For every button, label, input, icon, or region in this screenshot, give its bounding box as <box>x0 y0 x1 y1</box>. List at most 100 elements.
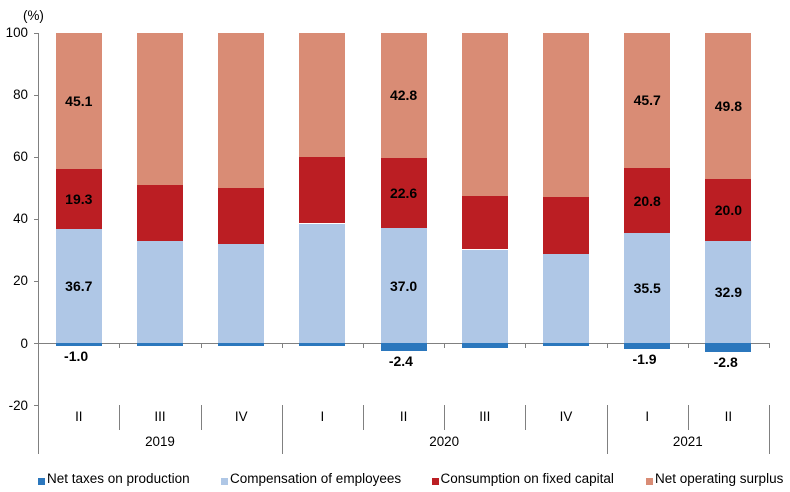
x-axis-category-tick <box>200 343 202 348</box>
value-label-operating-surplus: 45.1 <box>65 92 93 109</box>
bar-segment-fixed-capital <box>705 178 752 241</box>
bar-segment-compensation <box>137 240 183 343</box>
bar-segment-net-taxes <box>705 343 752 352</box>
y-axis-tick-label: 0 <box>20 335 28 351</box>
y-axis-tick <box>34 156 38 158</box>
bar-segment-operating-surplus <box>55 32 102 170</box>
bar-segment-operating-surplus <box>137 32 183 186</box>
y-axis-tick-label: 40 <box>13 211 28 227</box>
bar-segment-net-taxes <box>543 343 589 347</box>
bar-segment-operating-surplus <box>380 32 427 158</box>
bar-segment-compensation <box>55 229 102 343</box>
bar-segment-fixed-capital <box>543 197 589 254</box>
bar-segment-compensation <box>461 249 508 343</box>
value-label-compensation: 32.9 <box>714 283 743 300</box>
value-label-fixed-capital: 20.0 <box>714 201 743 218</box>
bar-segment-net-taxes <box>218 343 265 347</box>
y-axis-tick <box>34 280 38 282</box>
bar-segment-compensation <box>624 232 671 343</box>
x-axis-year-label: 2019 <box>145 433 175 449</box>
bar-segment-operating-surplus <box>624 32 671 169</box>
value-label-fixed-capital: 22.6 <box>389 185 418 201</box>
bar-segment-fixed-capital <box>461 196 508 250</box>
x-axis-quarter-separator <box>687 404 689 430</box>
x-axis-year-label: 2021 <box>672 433 703 449</box>
legend-swatch <box>221 478 228 485</box>
value-label-compensation: 36.7 <box>65 278 93 294</box>
x-axis-quarter-separator <box>119 404 121 430</box>
x-axis-quarter-label: I <box>320 409 325 425</box>
legend-label: Consumption on fixed capital <box>440 471 614 486</box>
bar-segment-compensation <box>218 244 265 343</box>
legend-label: Net operating surplus <box>655 471 784 486</box>
x-axis-year-label: 2020 <box>429 433 460 449</box>
y-axis-tick <box>34 32 38 34</box>
x-axis-category-tick <box>444 343 446 348</box>
x-axis-quarter-label: I <box>645 409 650 425</box>
value-label-operating-surplus: 45.7 <box>633 92 661 109</box>
x-axis-quarter-separator <box>363 404 364 430</box>
y-axis-unit-label: (%) <box>23 8 44 23</box>
x-axis-quarter-separator <box>444 404 446 430</box>
value-label-net-taxes: -1.0 <box>64 348 89 365</box>
value-label-compensation: 37.0 <box>389 277 418 294</box>
legend-swatch <box>646 478 653 485</box>
value-label-net-taxes: -2.4 <box>388 352 413 369</box>
bar-segment-compensation <box>380 228 427 343</box>
y-axis-tick-label: 80 <box>13 87 28 103</box>
y-axis-line <box>38 32 39 454</box>
bar-segment-fixed-capital <box>624 168 671 233</box>
bar-segment-operating-surplus <box>299 32 346 158</box>
x-axis-quarter-label: IV <box>559 409 573 425</box>
x-axis-category-tick <box>525 343 527 348</box>
value-label-operating-surplus: 42.8 <box>389 87 418 104</box>
x-axis-category-tick <box>687 343 689 348</box>
bar-segment-fixed-capital <box>55 169 102 229</box>
bar-segment-net-taxes <box>137 343 183 346</box>
x-axis-year-separator <box>768 404 770 454</box>
y-axis-tick-label: 100 <box>5 25 28 40</box>
bar-segment-net-taxes <box>624 343 671 349</box>
value-label-fixed-capital: 19.3 <box>65 191 93 208</box>
x-axis-category-tick <box>281 343 283 348</box>
bar-segment-operating-surplus <box>705 32 752 179</box>
y-axis-tick <box>34 343 38 344</box>
x-axis-quarter-label: II <box>724 409 733 425</box>
x-axis-quarter-separator <box>525 404 527 430</box>
value-label-net-taxes: -2.8 <box>713 353 738 370</box>
x-axis-quarter-label: IV <box>234 409 248 425</box>
bar-segment-fixed-capital <box>137 185 183 241</box>
y-axis-tick <box>34 405 38 407</box>
value-label-compensation: 35.5 <box>633 279 661 296</box>
bar-segment-fixed-capital <box>218 188 265 244</box>
y-axis-tick-label: -20 <box>8 397 28 413</box>
bar-segment-operating-surplus <box>461 32 508 197</box>
bar-segment-net-taxes <box>55 343 102 347</box>
bar-segment-fixed-capital <box>380 157 427 229</box>
bar-segment-operating-surplus <box>218 32 265 189</box>
y-axis-tick-label: 20 <box>13 273 28 289</box>
legend-label: Compensation of employees <box>230 471 402 486</box>
bar-segment-compensation <box>705 240 752 343</box>
legend-label: Net taxes on production <box>47 471 190 486</box>
bar-segment-net-taxes <box>299 343 346 347</box>
legend-swatch <box>431 478 439 485</box>
x-axis-quarter-separator <box>200 404 202 430</box>
x-axis-category-tick <box>769 343 770 348</box>
x-axis-year-separator <box>606 404 608 454</box>
x-axis-year-separator <box>281 404 283 454</box>
x-axis-quarter-label: III <box>154 409 166 425</box>
value-label-operating-surplus: 49.8 <box>714 97 743 114</box>
x-axis-category-tick <box>119 343 121 348</box>
y-axis-tick-label: 60 <box>13 149 28 165</box>
value-label-fixed-capital: 20.8 <box>633 192 661 209</box>
bar-segment-operating-surplus <box>543 32 589 198</box>
bar-segment-fixed-capital <box>299 157 346 224</box>
x-axis-quarter-label: III <box>479 409 491 425</box>
x-axis-category-tick <box>363 343 364 348</box>
bar-segment-compensation <box>543 253 589 343</box>
bar-segment-net-taxes <box>380 343 427 351</box>
bar-segment-compensation <box>299 223 346 343</box>
y-axis-tick <box>34 218 38 220</box>
